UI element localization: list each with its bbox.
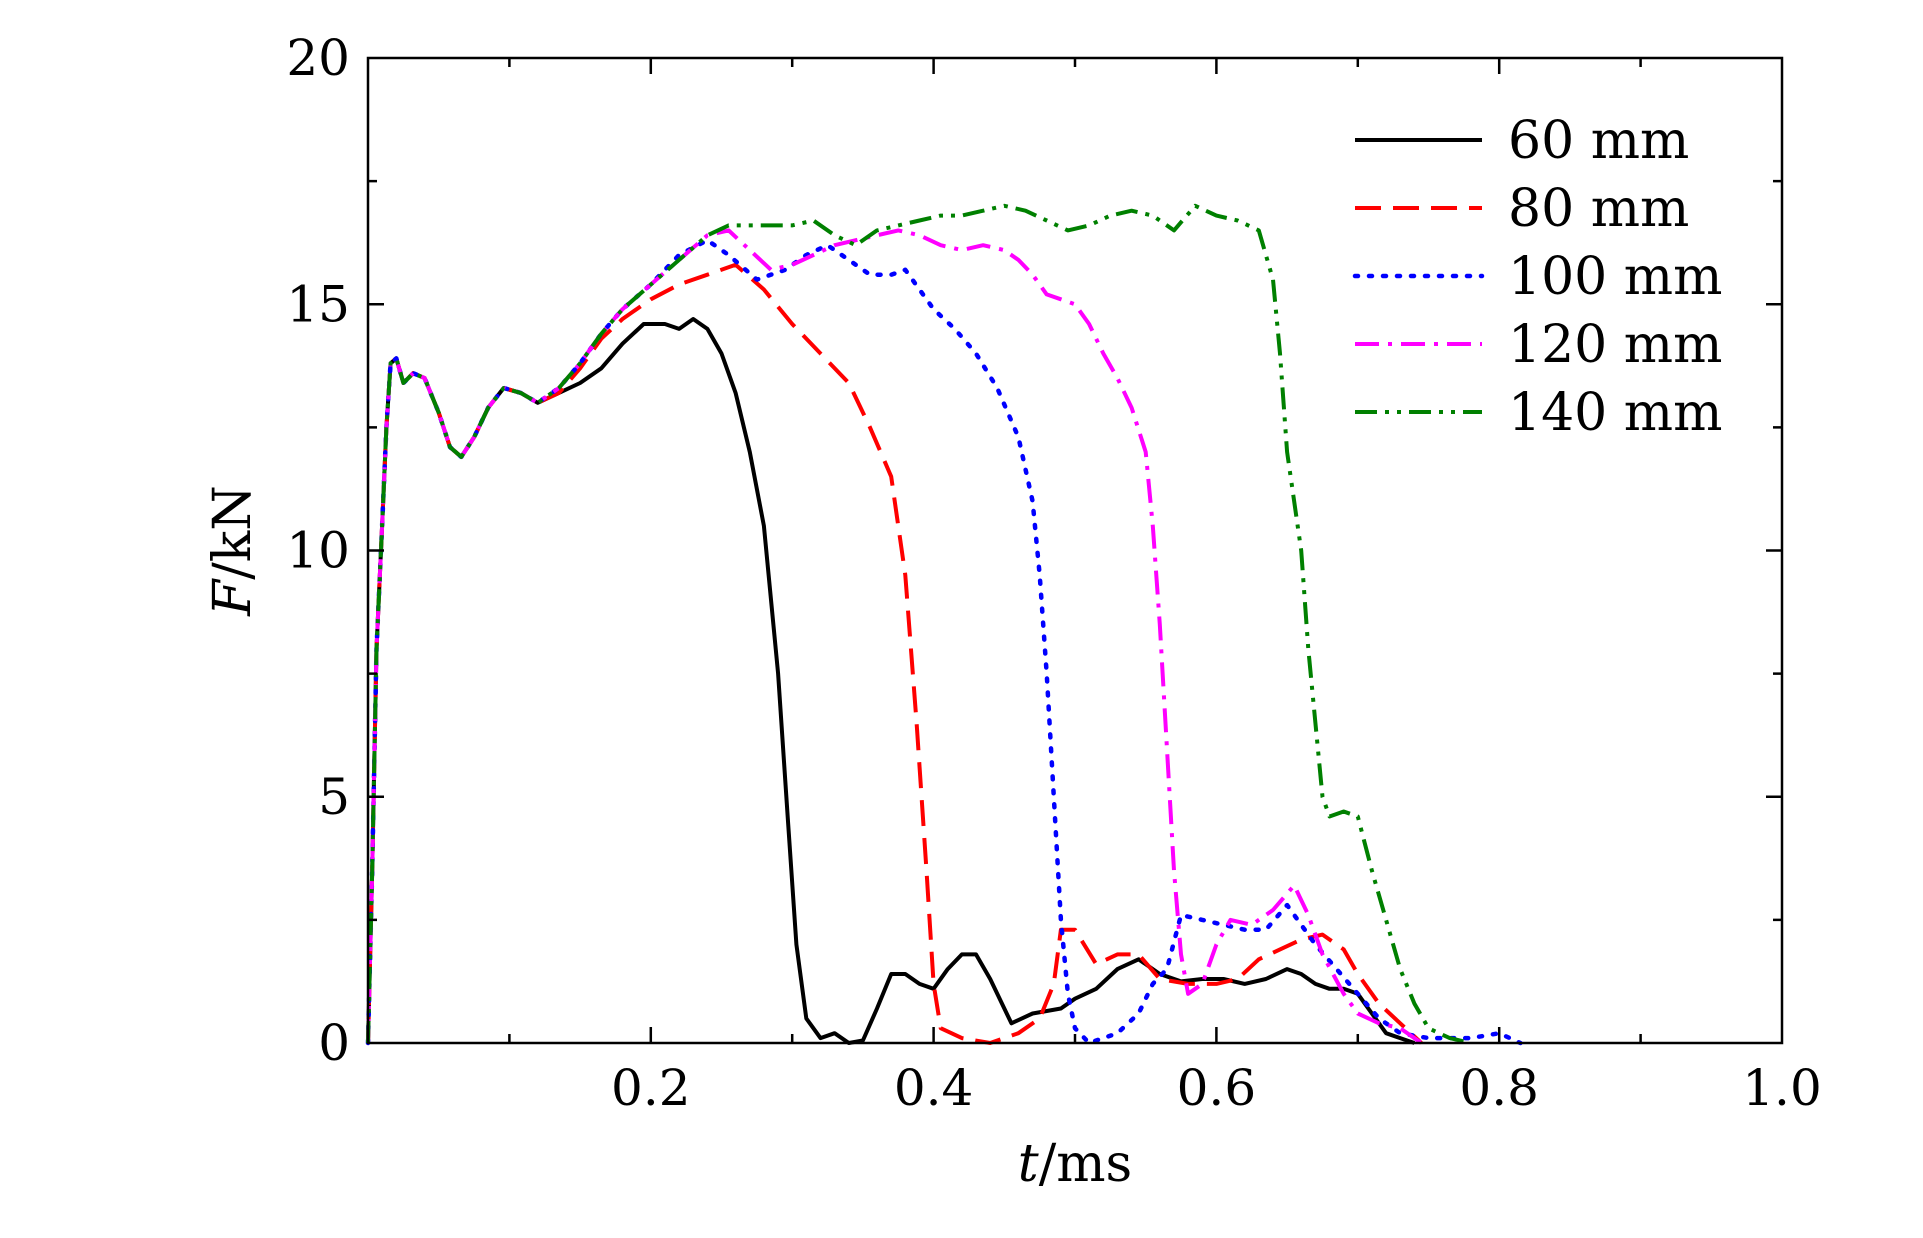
y-tick-label: 5 [318, 768, 350, 826]
x-axis-label-unit: /ms [1039, 1134, 1133, 1194]
series-line-1 [366, 317, 1416, 1045]
y-tick-label: 15 [286, 275, 350, 333]
x-tick-label: 1.0 [1742, 1059, 1822, 1117]
ticks-layer [368, 58, 1782, 1043]
series-line-5 [366, 203, 1472, 1045]
x-tick-label: 0.2 [611, 1059, 691, 1117]
y-tick-label: 0 [318, 1014, 350, 1072]
legend: 60 mm 80 mm 100 mm 120 mm 140 mm [1352, 111, 1722, 443]
x-tick-label: 0.8 [1459, 1059, 1539, 1117]
tick-labels-layer: 0.2 0.4 0.6 0.8 1.0 0 5 10 15 20 [286, 29, 1821, 1117]
x-axis-label: t/ms [1018, 1134, 1132, 1194]
x-axis-label-symbol: t [1018, 1134, 1039, 1194]
series-line-3 [365, 237, 1523, 1046]
legend-label-3: 100 mm [1508, 247, 1722, 307]
x-tick-label: 0.6 [1177, 1059, 1257, 1117]
legend-label-2: 80 mm [1508, 179, 1689, 239]
legend-label-5: 140 mm [1508, 383, 1722, 443]
x-tick-label: 0.4 [894, 1059, 974, 1117]
series-line-2 [366, 262, 1423, 1045]
y-axis-label: F/kN [203, 485, 263, 617]
y-tick-label: 20 [286, 29, 350, 87]
series-layer [365, 203, 1523, 1046]
y-axis-label-symbol: F [203, 578, 263, 617]
series-line-4 [366, 228, 1423, 1045]
y-axis-label-unit: /kN [203, 485, 263, 580]
legend-label-1: 60 mm [1508, 111, 1689, 171]
y-tick-label: 10 [286, 522, 350, 580]
legend-label-4: 120 mm [1508, 315, 1722, 375]
